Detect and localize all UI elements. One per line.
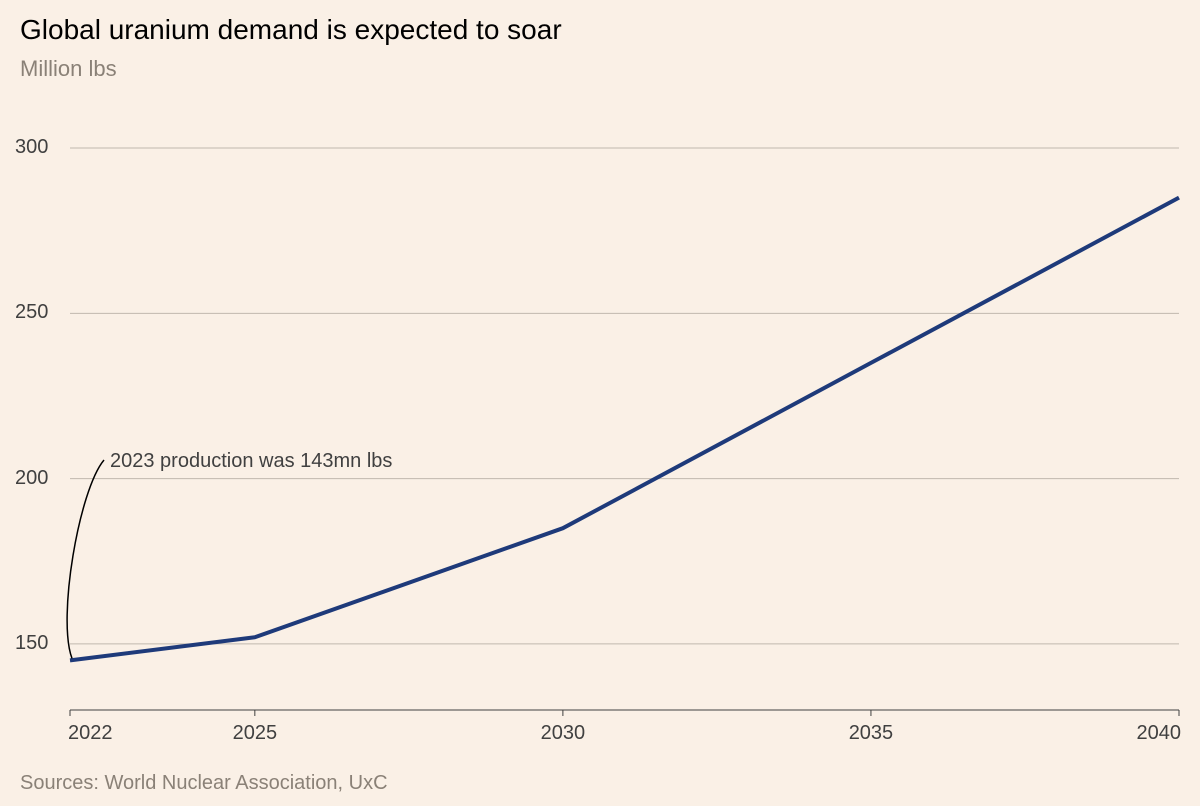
chart-container: Global uranium demand is expected to soa… <box>0 0 1200 806</box>
chart-source: Sources: World Nuclear Association, UxC <box>20 772 388 795</box>
chart-title: Global uranium demand is expected to soa… <box>20 14 562 46</box>
chart-subtitle: Million lbs <box>20 56 117 82</box>
x-tick-label: 2040 <box>1137 722 1182 745</box>
x-tick-label: 2030 <box>541 722 586 745</box>
y-tick-label: 250 <box>15 301 48 324</box>
chart-svg <box>70 115 1179 750</box>
x-tick-label: 2022 <box>68 722 113 745</box>
y-tick-label: 300 <box>15 136 48 159</box>
x-tick-label: 2025 <box>233 722 278 745</box>
annotation-text: 2023 production was 143mn lbs <box>110 450 392 473</box>
data-line <box>70 198 1179 661</box>
x-tick-label: 2035 <box>849 722 894 745</box>
plot-area <box>70 115 1179 710</box>
annotation-pointer <box>67 460 104 658</box>
y-tick-label: 150 <box>15 632 48 655</box>
y-tick-label: 200 <box>15 467 48 490</box>
